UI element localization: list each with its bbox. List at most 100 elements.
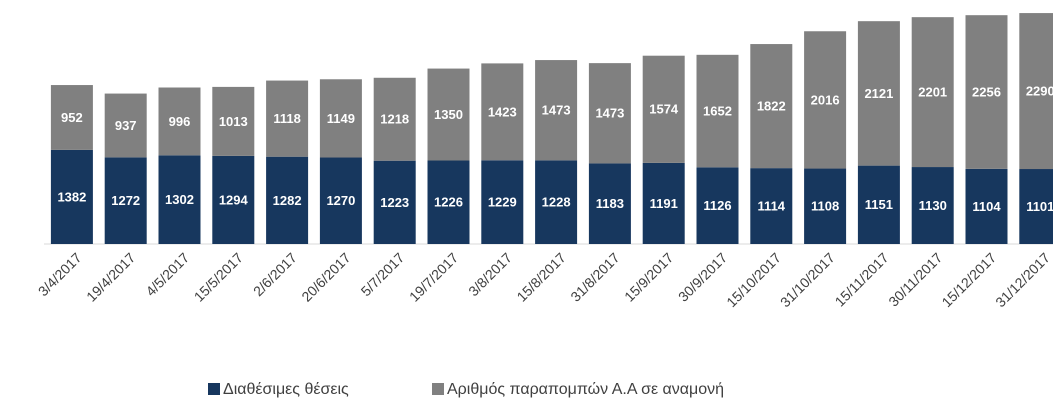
x-tick-label: 2/6/2017 (250, 249, 300, 299)
bar-segment (750, 168, 793, 244)
x-tick-label: 20/6/2017 (298, 249, 354, 305)
legend-label: Αριθμός παραπομπών Α.Α σε αναμονή (447, 381, 724, 398)
legend-label: Διαθέσιμες θέσεις (223, 381, 349, 398)
value-label: 1473 (542, 103, 571, 118)
x-tick-label: 3/8/2017 (465, 249, 515, 299)
bar-segment (212, 86, 255, 156)
bar-segment (642, 162, 685, 244)
legend-swatch (208, 383, 220, 395)
value-label: 937 (115, 118, 137, 133)
value-label: 2290 (1026, 83, 1053, 98)
value-label: 2016 (811, 92, 840, 107)
bar-segment (804, 31, 847, 169)
bar-segment (481, 63, 524, 161)
value-label: 1108 (811, 199, 839, 214)
x-tick-label: 15/5/2017 (191, 249, 247, 305)
bar-segment (965, 168, 1008, 244)
value-label: 1114 (758, 199, 786, 214)
bar-segment (696, 54, 739, 168)
value-label: 1294 (219, 192, 249, 207)
bar-segment (158, 155, 201, 244)
bar-segment (427, 68, 470, 161)
x-tick-label: 31/10/2017 (777, 249, 838, 310)
bar-segment (911, 17, 954, 168)
x-tick-label: 15/8/2017 (513, 249, 569, 305)
x-tick-label: 30/11/2017 (885, 249, 945, 309)
bar-segment (911, 167, 954, 244)
value-label: 1118 (273, 111, 301, 126)
value-label: 1302 (165, 192, 194, 207)
x-tick-label: 4/5/2017 (142, 249, 192, 299)
value-label: 1382 (57, 189, 86, 204)
x-tick-label: 19/4/2017 (83, 249, 139, 305)
value-label: 1151 (865, 197, 893, 212)
bar-segment (857, 21, 900, 166)
x-tick-label: 31/12/2017 (992, 249, 1053, 310)
value-label: 1574 (649, 102, 679, 117)
legend-swatch (432, 383, 444, 395)
bar-segment (373, 77, 416, 161)
bar-segment (588, 163, 631, 244)
bar-segment (750, 44, 793, 169)
value-label: 1350 (434, 107, 463, 122)
bar-segment (158, 87, 201, 156)
value-label: 1473 (595, 106, 624, 121)
value-label: 1130 (919, 198, 947, 213)
x-tick-label: 15/11/2017 (832, 249, 892, 309)
x-tick-label: 3/4/2017 (35, 249, 85, 299)
bar-segment (104, 93, 147, 158)
value-label: 2201 (918, 85, 947, 100)
x-tick-label: 19/7/2017 (406, 249, 462, 305)
bar-segment (481, 160, 524, 244)
bar-segment (696, 167, 739, 244)
bar-segment (373, 160, 416, 244)
value-label: 1104 (972, 199, 1001, 214)
bar-segment (266, 156, 309, 244)
value-label: 1272 (111, 193, 140, 208)
value-label: 2121 (864, 86, 893, 101)
value-label: 1226 (434, 195, 463, 210)
bar-segment (50, 85, 93, 150)
bar-segment (857, 165, 900, 244)
value-label: 1013 (219, 114, 248, 129)
value-label: 2256 (972, 84, 1001, 99)
x-tick-label: 30/9/2017 (675, 249, 731, 305)
bar-segment (427, 160, 470, 244)
value-label: 952 (61, 110, 83, 125)
bar-segment (50, 149, 93, 244)
value-label: 996 (169, 114, 191, 129)
value-label: 1423 (488, 104, 517, 119)
value-label: 1652 (703, 104, 732, 119)
value-label: 1218 (380, 112, 409, 127)
x-tick-label: 15/12/2017 (938, 249, 999, 310)
value-label: 1822 (757, 99, 786, 114)
bar-segment (588, 63, 631, 164)
value-label: 1228 (542, 195, 571, 210)
bar-segment (535, 60, 578, 161)
bar-segment (319, 157, 362, 244)
x-tick-label: 15/9/2017 (621, 249, 677, 305)
value-label: 1191 (650, 196, 678, 211)
value-label: 1282 (273, 193, 302, 208)
bar-segment (804, 168, 847, 244)
bar-segment (212, 155, 255, 244)
bar-segment (535, 160, 578, 244)
value-label: 1149 (327, 111, 355, 126)
bar-segment (266, 80, 309, 157)
x-tick-label: 15/10/2017 (723, 249, 784, 310)
bar-segment (965, 15, 1008, 169)
bar-segment (319, 79, 362, 158)
value-label: 1223 (380, 195, 409, 210)
bar-segment (1019, 13, 1053, 170)
x-tick-label: 5/7/2017 (358, 249, 408, 299)
value-label: 1126 (703, 198, 731, 213)
bar-segment (104, 157, 147, 244)
x-tick-label: 31/8/2017 (567, 249, 623, 305)
value-label: 1270 (326, 193, 355, 208)
bar-segment (1019, 169, 1053, 244)
value-label: 1229 (488, 195, 517, 210)
bar-segment (642, 55, 685, 163)
value-label: 1101 (1026, 199, 1053, 214)
value-label: 1183 (596, 196, 624, 211)
